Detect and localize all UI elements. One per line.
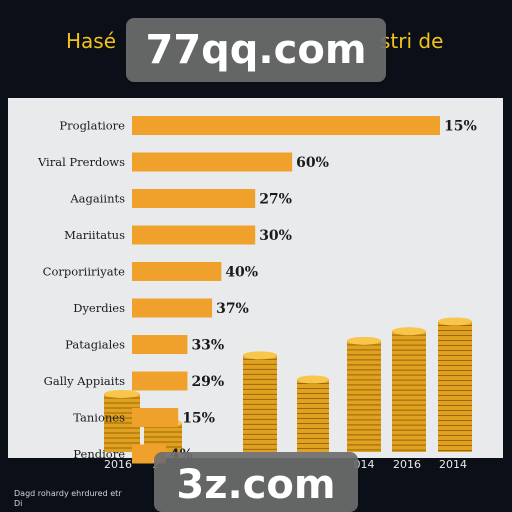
bar (132, 262, 222, 281)
value-label: 60% (296, 155, 329, 171)
coin-top (392, 327, 426, 336)
coin-top (347, 336, 381, 345)
footnote-2: Di (14, 499, 22, 508)
category-label: Mariitatus (64, 228, 125, 242)
coin-stack-body (438, 321, 472, 452)
coin-stacks (104, 317, 472, 452)
value-label: 30% (259, 228, 292, 244)
year-label: 2016 (104, 458, 132, 471)
category-label: Corporiiriyate (43, 265, 126, 279)
chart-title-right: stri de (380, 29, 443, 53)
bar (132, 152, 293, 172)
category-label: Patagiales (65, 338, 125, 352)
value-label: 37% (216, 301, 249, 317)
year-label: 014 (354, 458, 375, 471)
category-label: Dyerdies (73, 301, 125, 315)
year-axis: 2016201420162014 (104, 458, 467, 471)
category-label: Taniones (73, 411, 125, 425)
watermark-bottom: 3z.com (154, 452, 358, 512)
category-label: Aagaiints (69, 192, 125, 206)
bars: Proglatiore 15% Viral Prerdows 60% Aagaiints… (37, 116, 477, 464)
value-label: 27% (259, 192, 292, 208)
bar (132, 371, 188, 391)
category-label: Gally Appiaits (44, 374, 125, 388)
value-label: 33% (191, 338, 224, 354)
chart-title-left: Hasé (66, 29, 116, 53)
year-label: 2016 (393, 458, 421, 471)
bar (132, 408, 179, 427)
coin-stack (243, 351, 277, 452)
coin-top (297, 375, 329, 384)
coin-top (438, 317, 472, 326)
bar (132, 116, 440, 135)
bar (132, 335, 188, 354)
value-label: 40% (225, 265, 258, 281)
coin-top (104, 390, 140, 398)
footnote: Dagd rohardy ehrdured etr (14, 489, 122, 498)
watermark-top-text: 77qq.com (146, 27, 367, 73)
watermark-top: 77qq.com (126, 18, 386, 82)
coin-stack-body (243, 355, 277, 452)
coin-stack (392, 327, 426, 452)
coin-stack-body (392, 331, 426, 452)
coin-stack (347, 336, 381, 452)
category-label: Proglatiore (59, 119, 125, 133)
coin-stack-body (297, 379, 329, 452)
category-label: Pendiore (73, 447, 125, 461)
value-label: 15% (182, 411, 215, 427)
watermark-top-background (126, 18, 386, 82)
coin-top (243, 351, 277, 360)
watermark-bottom-text: 3z.com (176, 462, 335, 508)
coin-stack (297, 375, 329, 452)
bar (132, 189, 256, 208)
category-label: Viral Prerdows (37, 155, 125, 169)
watermark-bottom-background (154, 452, 358, 512)
value-label: 15% (444, 119, 477, 135)
bar (132, 298, 213, 318)
bar (132, 225, 256, 245)
value-label: 29% (191, 374, 224, 390)
year-label: 2014 (439, 458, 467, 471)
coin-stack (438, 317, 472, 452)
